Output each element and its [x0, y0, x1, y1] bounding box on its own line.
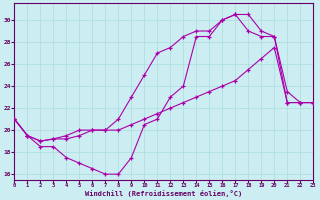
- X-axis label: Windchill (Refroidissement éolien,°C): Windchill (Refroidissement éolien,°C): [85, 190, 243, 197]
